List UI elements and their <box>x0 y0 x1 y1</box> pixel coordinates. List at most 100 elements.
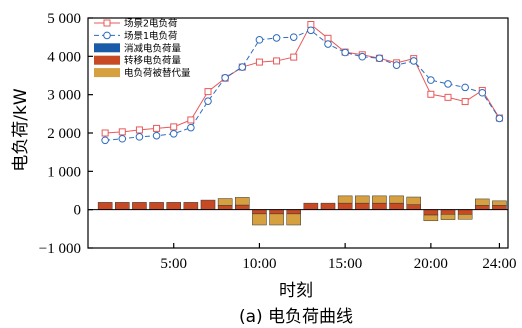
point <box>478 88 487 97</box>
point <box>444 80 452 88</box>
bar <box>235 197 250 206</box>
bar <box>286 213 301 226</box>
point <box>375 54 384 63</box>
point <box>461 98 469 106</box>
point <box>169 129 178 138</box>
legend-marker <box>103 31 111 40</box>
point <box>461 83 469 92</box>
bar <box>149 202 164 210</box>
bar <box>183 202 199 210</box>
point <box>444 93 452 101</box>
bar <box>320 202 336 210</box>
point <box>358 52 367 61</box>
point <box>307 26 315 35</box>
point <box>427 76 435 84</box>
figure-caption: (a) 电负荷曲线 <box>239 307 353 327</box>
bar <box>406 204 421 210</box>
x-tick-label: 10:00 <box>242 256 276 272</box>
point <box>101 136 109 145</box>
y-tick-label: −1 000 <box>39 241 81 257</box>
bar <box>355 195 370 204</box>
point <box>152 131 161 140</box>
bar <box>303 202 319 210</box>
legend-swatch <box>94 43 120 53</box>
bar <box>457 209 473 215</box>
bar <box>269 213 284 226</box>
bar <box>492 205 507 210</box>
bar <box>440 209 456 215</box>
point <box>153 124 161 132</box>
bar <box>372 202 387 210</box>
bar <box>423 214 439 222</box>
legend-label: 电负荷被替代量 <box>124 67 191 79</box>
y-tick-label: 2 000 <box>47 126 81 142</box>
point <box>392 61 401 69</box>
bar <box>492 200 507 206</box>
bar <box>475 198 490 206</box>
x-tick-label: 24:00 <box>482 256 516 272</box>
point <box>427 90 435 98</box>
bar <box>457 214 473 220</box>
point <box>221 74 229 82</box>
point <box>204 88 212 96</box>
point <box>290 53 298 61</box>
bar <box>97 202 113 210</box>
bar <box>166 202 181 210</box>
point <box>272 34 281 42</box>
bar <box>252 213 267 226</box>
point <box>170 123 178 131</box>
bar <box>389 202 404 210</box>
bar <box>132 202 147 210</box>
bar <box>423 209 439 216</box>
y-axis-label: 电负荷/kW <box>11 88 31 172</box>
x-axis-label: 时刻 <box>279 281 313 301</box>
point <box>118 134 127 143</box>
y-tick-label: 4 000 <box>47 49 81 65</box>
bar <box>337 195 353 204</box>
point <box>135 126 143 134</box>
point <box>273 57 281 65</box>
bar <box>115 202 130 210</box>
bar <box>269 209 284 215</box>
point <box>135 133 144 141</box>
point <box>255 58 263 66</box>
axes-group: −1 000 0 1 000 2 000 3 000 4 000 5 000 5:00 10:0… <box>39 11 517 272</box>
bar <box>217 205 233 210</box>
x-tick-label: 15:00 <box>328 256 362 272</box>
legend-swatch <box>94 55 120 65</box>
y-tick-label: 0 <box>74 203 82 219</box>
legend-label: 转移电负荷量 <box>124 55 182 67</box>
x-tick-label: 5:00 <box>160 256 187 272</box>
point <box>118 128 126 136</box>
bar <box>235 204 250 210</box>
point <box>341 48 349 57</box>
point <box>495 114 504 123</box>
bar <box>200 199 216 210</box>
point <box>238 63 247 71</box>
legend-marker <box>103 19 111 27</box>
bar <box>372 195 387 204</box>
y-tick-label: 3 000 <box>47 88 81 104</box>
legend-label: 场景1电负荷 <box>124 30 178 42</box>
bar <box>406 196 421 205</box>
bar <box>475 205 490 210</box>
point <box>204 97 212 105</box>
bar <box>355 202 370 210</box>
y-tick-label: 1 000 <box>47 164 81 180</box>
point <box>409 57 418 65</box>
bar <box>389 195 404 204</box>
point <box>289 33 298 41</box>
legend-label: 消减电负荷量 <box>124 42 182 54</box>
legend-swatch <box>94 68 120 78</box>
point <box>101 129 109 137</box>
bar <box>440 214 456 220</box>
legend-label: 场景2电负荷 <box>124 18 178 30</box>
point <box>187 116 195 124</box>
bar <box>286 209 301 215</box>
x-tick-label: 20:00 <box>414 256 448 272</box>
point <box>324 40 332 48</box>
bar <box>217 198 233 206</box>
bar <box>337 202 353 210</box>
